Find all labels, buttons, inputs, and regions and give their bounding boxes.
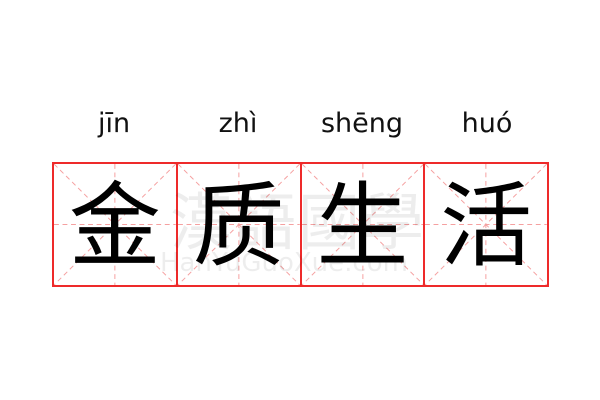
pinyin-4: huó	[461, 108, 513, 139]
guide-lines	[54, 164, 176, 285]
guide-lines	[425, 164, 547, 285]
pinyin-3: shēng	[320, 108, 404, 139]
character: 生	[316, 173, 409, 280]
guide-lines	[301, 164, 424, 285]
character-grid: 金 质 生 活	[52, 162, 549, 287]
pinyin-2: zhì	[218, 108, 258, 139]
character: 金	[68, 173, 161, 280]
watermark-latin: HanYuGuoXue.com	[160, 248, 408, 278]
character-cell: 质	[177, 164, 302, 285]
watermark-chinese: 漢語國學	[170, 186, 427, 259]
guide-lines	[177, 164, 300, 285]
character-cell: 金	[54, 164, 178, 285]
character-cell: 生	[301, 164, 426, 285]
pinyin-1: jīn	[97, 108, 131, 139]
character-cell: 活	[425, 164, 547, 285]
character: 活	[440, 173, 533, 280]
character: 质	[192, 173, 285, 280]
